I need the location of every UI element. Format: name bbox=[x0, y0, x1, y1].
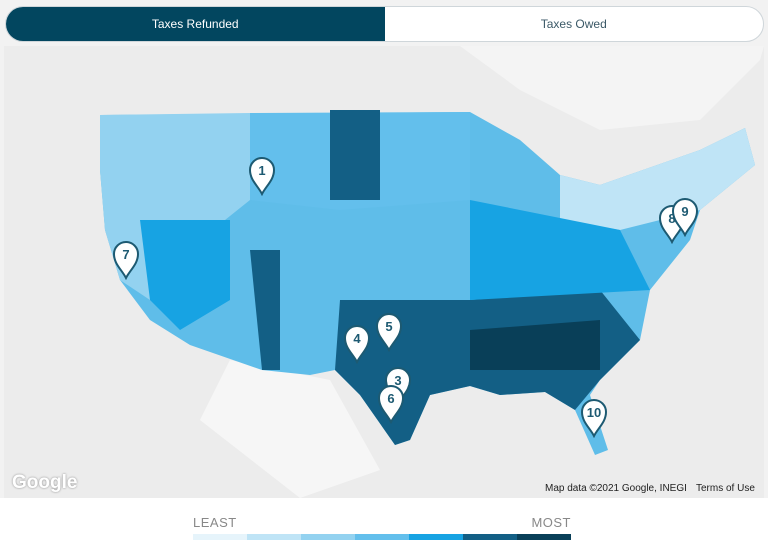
map-marker-5[interactable]: 5 bbox=[375, 312, 403, 353]
us-map-svg bbox=[4, 46, 764, 498]
map-pin-icon: 10 bbox=[580, 399, 608, 439]
google-logo: Google bbox=[12, 472, 78, 493]
legend-swatch bbox=[301, 534, 355, 540]
svg-text:4: 4 bbox=[353, 331, 361, 346]
map-marker-1[interactable]: 1 bbox=[248, 156, 276, 197]
legend-swatch bbox=[355, 534, 409, 540]
legend: LEAST MOST bbox=[0, 498, 768, 555]
svg-text:3: 3 bbox=[394, 373, 401, 388]
svg-text:9: 9 bbox=[681, 204, 688, 219]
map-marker-10[interactable]: 10 bbox=[580, 398, 608, 439]
map-attribution: Map data ©2021 Google, INEGI bbox=[545, 483, 687, 494]
legend-swatch bbox=[517, 534, 571, 540]
map-pin-icon: 7 bbox=[112, 241, 140, 281]
svg-text:7: 7 bbox=[122, 247, 129, 262]
tab-taxes-refunded[interactable]: Taxes Refunded bbox=[6, 7, 385, 41]
svg-text:1: 1 bbox=[258, 163, 265, 178]
svg-text:5: 5 bbox=[385, 319, 392, 334]
map-pin-icon: 1 bbox=[248, 157, 276, 197]
svg-text:6: 6 bbox=[387, 391, 394, 406]
choropleth-map[interactable]: 8 1 7 4 5 3 6 9 10 Google Map data ©2021 Google,… bbox=[4, 46, 764, 498]
map-pin-icon: 6 bbox=[377, 385, 405, 425]
legend-swatch bbox=[463, 534, 517, 540]
svg-text:8: 8 bbox=[668, 211, 675, 226]
tab-taxes-owed[interactable]: Taxes Owed bbox=[540, 17, 607, 31]
terms-of-use-link[interactable]: Terms of Use bbox=[696, 483, 755, 494]
map-pin-icon: 5 bbox=[375, 313, 403, 353]
map-marker-6[interactable]: 6 bbox=[377, 384, 405, 425]
map-marker-9[interactable]: 9 bbox=[671, 197, 699, 238]
legend-swatch bbox=[247, 534, 301, 540]
map-pin-icon: 9 bbox=[671, 198, 699, 238]
svg-text:10: 10 bbox=[587, 405, 601, 420]
map-pin-icon: 4 bbox=[343, 325, 371, 365]
legend-least-label: LEAST bbox=[193, 515, 237, 530]
legend-swatch bbox=[193, 534, 247, 540]
legend-swatch bbox=[409, 534, 463, 540]
map-marker-4[interactable]: 4 bbox=[343, 324, 371, 365]
map-marker-7[interactable]: 7 bbox=[112, 240, 140, 281]
metric-toggle: Taxes Refunded Taxes Owed bbox=[5, 6, 764, 42]
legend-most-label: MOST bbox=[531, 515, 571, 530]
legend-color-scale bbox=[193, 534, 571, 540]
